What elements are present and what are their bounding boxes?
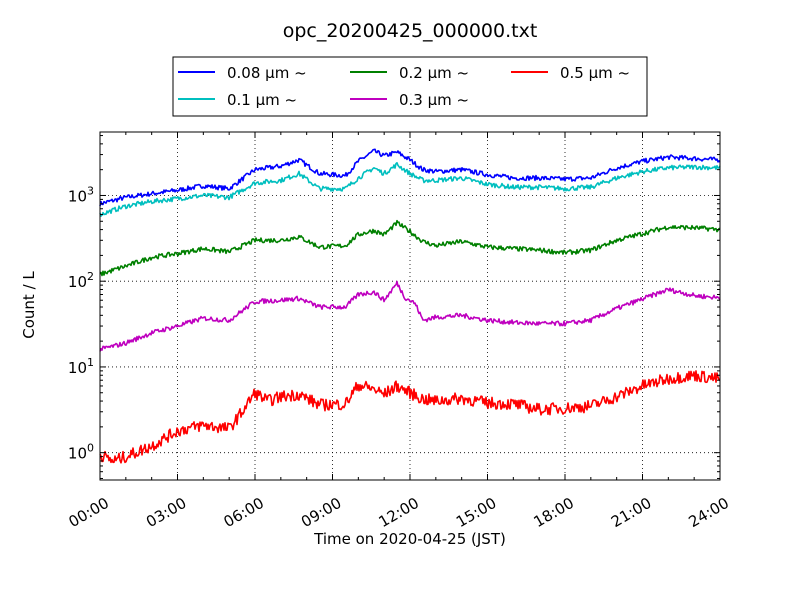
- legend-label: 0.1 μm ~: [227, 91, 297, 109]
- grid-lines: [100, 132, 720, 480]
- series-line-2: [99, 162, 721, 217]
- series-line-3: [99, 219, 721, 277]
- legend-label: 0.2 μm ~: [399, 64, 469, 82]
- y-tick-label: 103: [68, 184, 94, 205]
- chart-title: opc_20200425_000000.txt: [283, 20, 538, 42]
- legend: 0.08 μm ~ 0.1 μm ~ 0.2 μm ~ 0.3 μm ~ 0.5 μm …: [172, 56, 648, 117]
- legend-label: 0.3 μm ~: [399, 91, 469, 109]
- series-line-1: [99, 148, 721, 207]
- series-line-5: [99, 370, 721, 464]
- axis-ticks: [99, 132, 721, 480]
- x-axis-label: Time on 2020-04-25 (JST): [313, 530, 506, 548]
- series-line-4: [99, 280, 721, 352]
- y-tick-label: 100: [68, 442, 94, 463]
- y-tick-labels: 100 101 102 103: [68, 184, 94, 462]
- series-lines: [99, 148, 721, 464]
- legend-label: 0.5 μm ~: [560, 64, 630, 82]
- y-tick-label: 101: [68, 356, 94, 377]
- legend-label: 0.08 μm ~: [227, 64, 307, 82]
- y-tick-label: 102: [68, 270, 94, 291]
- y-axis-label: Count / L: [20, 271, 38, 339]
- legend-box: [172, 56, 648, 117]
